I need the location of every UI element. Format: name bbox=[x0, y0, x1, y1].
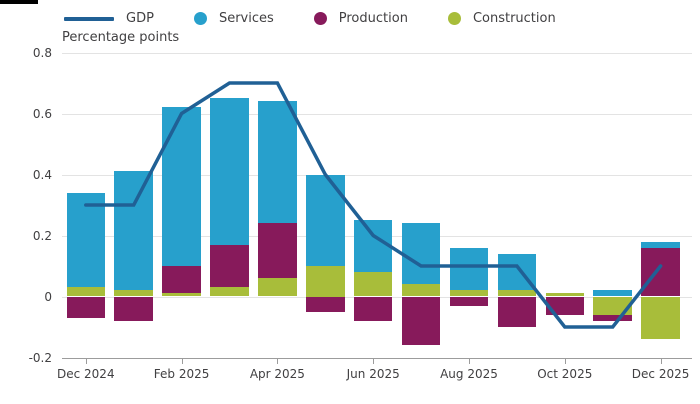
x-axis-label: Apr 2025 bbox=[249, 366, 305, 381]
legend-label-production: Production bbox=[338, 11, 408, 26]
bar-segment-services bbox=[641, 241, 680, 248]
bar-segment-production bbox=[497, 296, 537, 327]
y-axis-label: 0.4 bbox=[32, 167, 52, 182]
bar-segment-production bbox=[449, 296, 489, 306]
x-axis-tick bbox=[85, 357, 87, 364]
bar-segment-services bbox=[258, 101, 297, 224]
legend-item-services: Services bbox=[193, 11, 274, 26]
bar-segment-services bbox=[449, 247, 489, 291]
y-axis-label: 0 bbox=[44, 289, 52, 304]
bar-segment-services bbox=[497, 253, 537, 291]
bar-segment-construction bbox=[210, 287, 249, 297]
bar-segment-construction bbox=[353, 272, 393, 297]
x-axis-label: Jun 2025 bbox=[346, 366, 400, 381]
bar-segment-construction bbox=[162, 293, 201, 297]
x-axis-tick bbox=[277, 357, 279, 364]
x-axis-tick bbox=[181, 357, 183, 364]
y-axis-label: 0.6 bbox=[32, 106, 52, 121]
axis-unit-label: Percentage points bbox=[62, 30, 180, 45]
bar-segment-production bbox=[593, 314, 632, 321]
x-axis-label: Dec 2024 bbox=[57, 366, 115, 381]
gridline-y-0.8 bbox=[62, 52, 692, 54]
x-axis-label: Aug 2025 bbox=[440, 366, 498, 381]
x-axis-tick bbox=[564, 357, 566, 364]
bar-segment-services bbox=[401, 223, 441, 285]
bar-segment-production bbox=[210, 244, 249, 288]
x-axis-tick bbox=[660, 357, 662, 364]
bar-segment-production bbox=[114, 296, 153, 321]
bar-segment-production bbox=[641, 247, 680, 297]
gridline-y-0.6 bbox=[62, 113, 692, 115]
bar-segment-production bbox=[306, 296, 345, 312]
gridline-y--0.2 bbox=[62, 357, 692, 359]
bar-segment-production bbox=[258, 223, 297, 279]
bar-segment-construction bbox=[593, 296, 632, 315]
bar-segment-services bbox=[210, 98, 249, 245]
production-dot-swatch bbox=[313, 12, 327, 25]
x-axis-label: Feb 2025 bbox=[153, 366, 210, 381]
bar-segment-services bbox=[306, 174, 345, 266]
bar-segment-production bbox=[401, 296, 441, 346]
bar-segment-services bbox=[66, 192, 106, 288]
services-dot-swatch bbox=[193, 12, 207, 25]
bar-segment-construction bbox=[641, 296, 680, 340]
bar-segment-production bbox=[545, 296, 585, 315]
bar-segment-construction bbox=[258, 278, 297, 297]
bar-segment-production bbox=[162, 266, 201, 294]
bar-segment-production bbox=[353, 296, 393, 321]
legend-label-gdp: GDP bbox=[126, 11, 154, 26]
chart-legend: GDP Services Production Construction bbox=[64, 11, 556, 26]
x-axis-tick bbox=[373, 357, 375, 364]
legend-label-construction: Construction bbox=[472, 11, 556, 26]
bar-segment-construction bbox=[66, 287, 106, 297]
y-axis-label: -0.2 bbox=[28, 350, 52, 365]
bar-segment-services bbox=[593, 290, 632, 297]
x-axis-tick bbox=[469, 357, 470, 364]
legend-item-gdp: GDP bbox=[64, 11, 154, 26]
y-axis-label: 0.2 bbox=[32, 228, 52, 243]
gdp-line-swatch bbox=[64, 16, 114, 21]
gridline-y-0.4 bbox=[62, 174, 692, 176]
legend-item-construction: Construction bbox=[447, 11, 556, 26]
x-axis-label: Dec 2025 bbox=[631, 366, 690, 381]
bar-segment-services bbox=[114, 171, 153, 291]
bar-segment-services bbox=[162, 107, 201, 266]
y-axis-label: 0.8 bbox=[32, 45, 52, 60]
screen-artifact-bar bbox=[0, 0, 38, 4]
bar-segment-construction bbox=[306, 266, 345, 297]
x-axis-label: Oct 2025 bbox=[537, 366, 593, 381]
legend-label-services: Services bbox=[218, 11, 274, 26]
bar-segment-services bbox=[353, 220, 393, 273]
bar-segment-production bbox=[66, 296, 106, 318]
legend-item-production: Production bbox=[313, 11, 408, 26]
construction-dot-swatch bbox=[447, 12, 461, 25]
bar-segment-construction bbox=[401, 284, 441, 297]
